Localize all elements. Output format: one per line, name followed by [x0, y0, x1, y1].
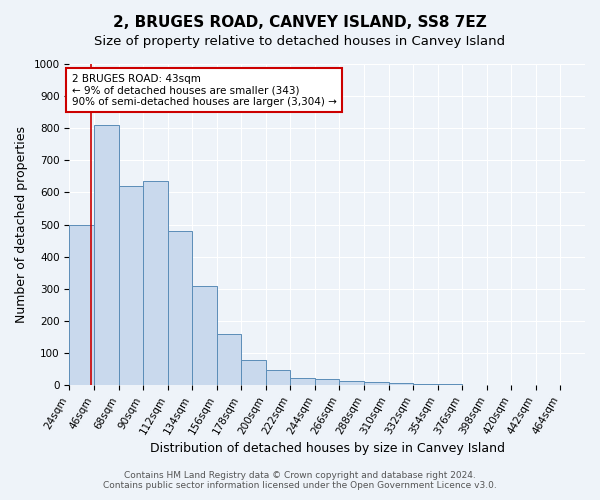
- Bar: [266, 370, 290, 385]
- Text: 2 BRUGES ROAD: 43sqm
← 9% of detached houses are smaller (343)
90% of semi-detac: 2 BRUGES ROAD: 43sqm ← 9% of detached ho…: [71, 74, 337, 107]
- Bar: [167, 231, 192, 385]
- Bar: [143, 182, 167, 385]
- Bar: [315, 379, 340, 385]
- X-axis label: Distribution of detached houses by size in Canvey Island: Distribution of detached houses by size …: [150, 442, 505, 455]
- Bar: [340, 382, 364, 385]
- Bar: [192, 286, 217, 385]
- Bar: [70, 224, 94, 385]
- Bar: [241, 360, 266, 385]
- Bar: [290, 378, 315, 385]
- Bar: [437, 384, 462, 385]
- Bar: [389, 383, 413, 385]
- Bar: [413, 384, 437, 385]
- Bar: [94, 125, 119, 385]
- Text: Size of property relative to detached houses in Canvey Island: Size of property relative to detached ho…: [94, 35, 506, 48]
- Text: 2, BRUGES ROAD, CANVEY ISLAND, SS8 7EZ: 2, BRUGES ROAD, CANVEY ISLAND, SS8 7EZ: [113, 15, 487, 30]
- Bar: [462, 384, 487, 385]
- Bar: [487, 384, 511, 385]
- Bar: [364, 382, 389, 385]
- Bar: [217, 334, 241, 385]
- Bar: [119, 186, 143, 385]
- Text: Contains HM Land Registry data © Crown copyright and database right 2024.
Contai: Contains HM Land Registry data © Crown c…: [103, 470, 497, 490]
- Y-axis label: Number of detached properties: Number of detached properties: [15, 126, 28, 323]
